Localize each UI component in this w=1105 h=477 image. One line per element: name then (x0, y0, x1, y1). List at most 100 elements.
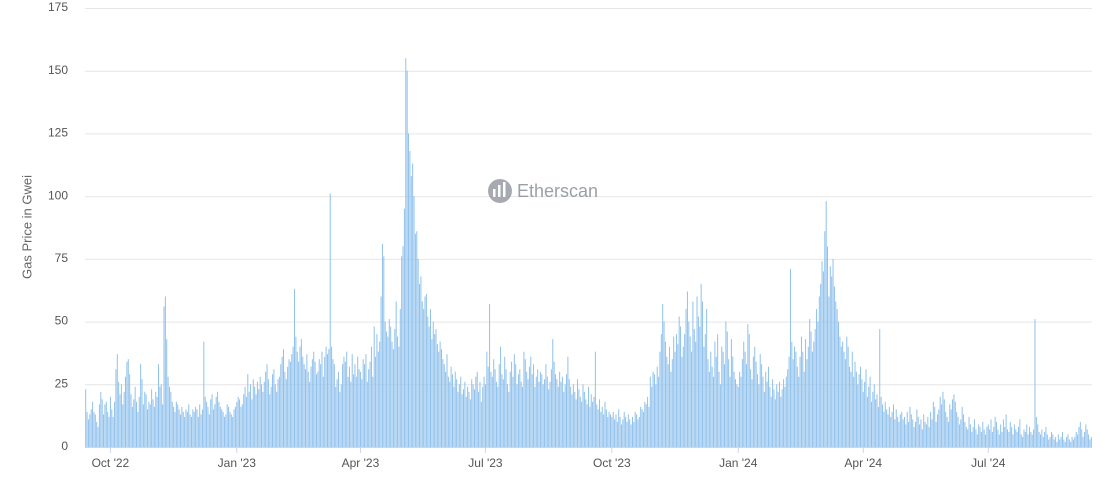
bar (1083, 431, 1085, 447)
bar (164, 296, 166, 447)
bar (577, 379, 579, 447)
bar (410, 176, 412, 447)
bar (579, 396, 581, 447)
bar (311, 359, 313, 447)
bar (296, 351, 298, 447)
bar (473, 389, 475, 447)
bar (763, 391, 765, 447)
bar (777, 391, 779, 447)
bar (384, 321, 386, 447)
bar (1082, 436, 1084, 447)
bar (506, 384, 508, 447)
bar (641, 409, 643, 447)
bar (990, 419, 992, 447)
bar (678, 316, 680, 447)
bar (860, 366, 862, 447)
bar (927, 416, 929, 447)
x-tick-label: Jul '23 (468, 456, 503, 470)
bar (941, 404, 943, 447)
bar (866, 396, 868, 447)
bar (414, 233, 416, 447)
bar (130, 394, 132, 447)
bar (478, 391, 480, 447)
bar (953, 394, 955, 447)
bar (630, 424, 632, 447)
bar (648, 406, 650, 447)
bar (737, 386, 739, 447)
bar (895, 409, 897, 447)
bar (963, 414, 965, 447)
bar (832, 258, 834, 447)
bar (103, 414, 105, 447)
bar (156, 396, 158, 447)
bar (90, 409, 92, 447)
bar (96, 421, 98, 447)
bar (952, 399, 954, 447)
x-tick-label: Jan '24 (719, 456, 758, 470)
bar (921, 429, 923, 447)
bar (796, 366, 798, 447)
bar (637, 419, 639, 447)
bar (412, 163, 414, 447)
bar (491, 376, 493, 447)
bar (1088, 434, 1090, 447)
bar (583, 391, 585, 447)
bar (380, 296, 382, 447)
bar (531, 374, 533, 447)
bar (342, 364, 344, 447)
bar (190, 416, 192, 447)
bar (188, 404, 190, 447)
bar (197, 416, 199, 447)
bar (1072, 439, 1074, 447)
bar (87, 419, 89, 447)
bar (752, 356, 754, 447)
bar (305, 369, 306, 447)
bar (581, 401, 583, 447)
bar (1009, 421, 1011, 447)
bar (498, 364, 500, 447)
bar (960, 419, 962, 447)
bar (861, 379, 863, 447)
bar (174, 411, 176, 447)
bar (355, 376, 357, 447)
bar (520, 381, 522, 447)
bar (692, 301, 694, 447)
bar (145, 394, 147, 447)
bar (673, 336, 675, 447)
bar (336, 379, 338, 447)
y-tick-label: 50 (55, 314, 69, 328)
bar (884, 401, 886, 447)
bar (535, 376, 537, 447)
bar (218, 401, 220, 447)
bar (816, 309, 818, 447)
bar (745, 364, 747, 447)
bar (880, 396, 882, 447)
bar (395, 301, 397, 447)
bar (604, 401, 606, 447)
bar (228, 406, 230, 447)
bar (548, 389, 550, 447)
bar (421, 301, 423, 447)
bar (307, 371, 309, 447)
bar (1089, 439, 1091, 447)
bar (270, 386, 272, 447)
bar (686, 291, 688, 447)
bar (230, 414, 232, 447)
bar (1001, 431, 1003, 447)
bar (965, 426, 967, 447)
bar (1008, 431, 1010, 447)
bar (517, 374, 519, 447)
bar (631, 416, 633, 447)
bar (310, 366, 312, 447)
bar (946, 416, 948, 447)
bar (589, 406, 591, 447)
bar (810, 331, 812, 447)
bar (850, 371, 852, 447)
bar (523, 351, 525, 447)
bar (762, 376, 764, 447)
bar (645, 404, 647, 447)
bar (1064, 441, 1066, 447)
bar (152, 399, 154, 447)
bar (1027, 434, 1029, 447)
bar (767, 366, 769, 447)
